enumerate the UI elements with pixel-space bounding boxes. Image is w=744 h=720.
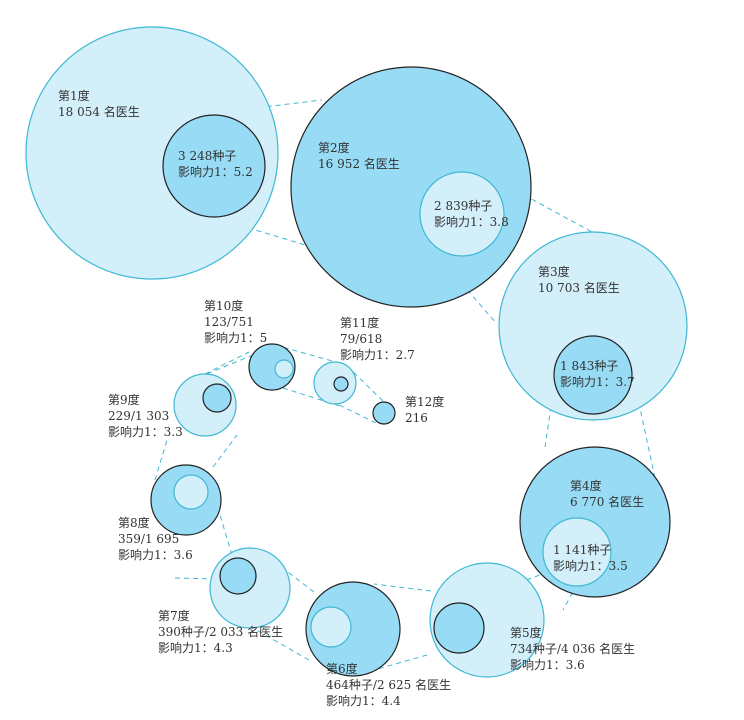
degree-7-label-line: 影响力1：4.3 <box>158 640 233 655</box>
degree-4-seed-label: 1 141种子影响力1：3.5 <box>553 543 628 573</box>
degree-1-label: 第1度 18 054 名医生 <box>58 88 140 119</box>
degree-11-seed-bubble <box>333 376 349 392</box>
degree-8-label: 第8度 359/1 695 影响力1：3.6 <box>118 515 193 562</box>
degree-6-label: 第6度 464种子/2 625 名医生影响力1：4.4 <box>326 661 451 708</box>
connector-line <box>154 436 169 481</box>
degree-7-label: 第7度 390种子/2 033 名医生影响力1：4.3 <box>158 608 283 655</box>
degree-9-seed-bubble <box>202 383 232 413</box>
degree-5-seed-bubble <box>433 602 485 654</box>
degree-6-label-line: 464种子/2 625 名医生 <box>326 677 451 692</box>
degree-2-bubble <box>290 66 532 308</box>
degree-8-label-line: 第8度 <box>118 515 150 530</box>
degree-2-seed-label: 2 839种子影响力1：3.8 <box>434 199 509 229</box>
degree-4-seed-bubble <box>542 517 612 587</box>
degree-9-label: 第9度 229/1 303 影响力1：3.3 <box>108 392 183 439</box>
degree-4-label-line: 6 770 名医生 <box>570 494 644 509</box>
degree-2-label-line: 16 952 名医生 <box>318 156 400 171</box>
degree-10-seed-bubble <box>274 359 294 379</box>
degree-9-label-line: 229/1 303 <box>108 409 169 423</box>
degree-1-seed-bubble <box>162 114 266 218</box>
connector-line <box>212 434 238 468</box>
degree-1-seed-label-line: 3 248种子 <box>178 149 236 163</box>
degree-2-seed-bubble <box>419 171 505 257</box>
degree-11-label-line: 79/618 <box>340 332 382 346</box>
degree-11-label-line: 影响力1：2.7 <box>340 347 415 362</box>
degree-12-label: 第12度 216 <box>405 394 444 425</box>
degree-2-seed-label-line: 影响力1：3.8 <box>434 214 509 229</box>
degree-4-seed-label-line: 1 141种子 <box>553 543 611 557</box>
degree-8-label-line: 影响力1：3.6 <box>118 547 193 562</box>
degree-2-label-line: 第2度 <box>318 140 350 155</box>
degree-1-label-line: 18 054 名医生 <box>58 104 140 119</box>
degree-9-label-line: 影响力1：3.3 <box>108 424 183 439</box>
degree-5-label-line: 影响力1：3.6 <box>510 657 585 672</box>
connector-line <box>373 654 428 671</box>
degree-6-label-line: 第6度 <box>326 661 358 676</box>
degree-11-label: 第11度 79/618 影响力1：2.7 <box>340 315 415 362</box>
degree-7-seed-bubble <box>219 557 257 595</box>
degree-3-seed-label-line: 影响力1：3.7 <box>560 374 635 389</box>
degree-12-label-line: 第12度 <box>405 394 444 409</box>
degree-7-label-line: 390种子/2 033 名医生 <box>158 624 283 639</box>
degree-8-seed-bubble <box>173 474 209 510</box>
degree-10-label-line: 123/751 <box>204 315 254 329</box>
connector-line <box>262 552 315 593</box>
degree-5-label: 第5度 734种子/4 036 名医生影响力1：3.6 <box>510 625 635 672</box>
degree-4-seed-label-line: 影响力1：3.5 <box>553 558 628 573</box>
degree-6-seed-bubble <box>310 606 352 648</box>
degree-3-label: 第3度 10 703 名医生 <box>538 264 620 295</box>
degree-7-label-line: 第7度 <box>158 608 190 623</box>
degree-3-seed-label-line: 1 843种子 <box>560 359 618 373</box>
connector-line <box>221 99 323 113</box>
degree-8-label-line: 359/1 695 <box>118 532 179 546</box>
connector-line <box>274 344 344 365</box>
degree-3-label-line: 第3度 <box>538 264 570 279</box>
degree-12-label-line: 216 <box>405 411 428 425</box>
degree-1-seed-label: 3 248种子影响力1：5.2 <box>178 149 253 179</box>
degree-5-label-line: 734种子/4 036 名医生 <box>510 641 635 656</box>
degree-10-label-line: 第10度 <box>204 298 243 313</box>
degree-3-seed-label: 1 843种子影响力1：3.7 <box>560 359 635 389</box>
degree-2-seed-label-line: 2 839种子 <box>434 199 492 213</box>
degree-10-label: 第10度 123/751 影响力1：5 <box>204 298 267 345</box>
degree-1-label-line: 第1度 <box>58 88 90 103</box>
connector-line <box>204 351 250 375</box>
degree-9-label-line: 第9度 <box>108 392 140 407</box>
connector-line <box>252 627 310 661</box>
degree-3-label-line: 10 703 名医生 <box>538 280 620 295</box>
degree-10-label-line: 影响力1：5 <box>204 330 267 345</box>
degree-6-bubble <box>305 581 401 677</box>
degree-11-label-line: 第11度 <box>340 315 379 330</box>
degree-5-label-line: 第5度 <box>510 625 542 640</box>
bubbles <box>25 26 688 678</box>
connector-line <box>373 583 432 592</box>
labels: 第1度 18 054 名医生 3 248种子影响力1：5.2 第2度 16 952 名医… <box>58 88 644 708</box>
degree-3-seed-bubble <box>553 335 633 415</box>
degree-2-label: 第2度 16 952 名医生 <box>318 140 400 171</box>
connector-line <box>330 400 379 425</box>
degree-4-label-line: 第4度 <box>570 478 602 493</box>
degree-4-label: 第4度 6 770 名医生 <box>570 478 644 509</box>
degree-12-bubble <box>372 401 396 425</box>
degree-6-label-line: 影响力1：4.4 <box>326 693 401 708</box>
connector-line <box>634 384 656 479</box>
degree-3-bubble <box>498 231 688 421</box>
degree-1-seed-label-line: 影响力1：5.2 <box>178 164 253 179</box>
